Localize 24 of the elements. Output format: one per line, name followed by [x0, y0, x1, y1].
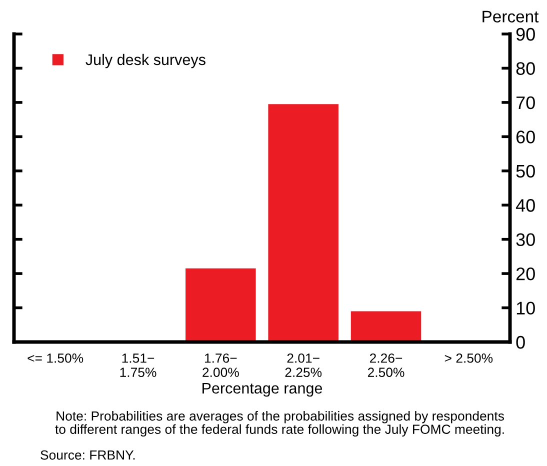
y-tick-label: 70 — [516, 96, 535, 110]
x-tick-label: 1.51− 1.75% — [120, 354, 156, 378]
x-tick-label: <= 1.50% — [28, 353, 84, 363]
y-tick-label: 50 — [516, 164, 535, 178]
x-tick-label: 2.01− 2.25% — [285, 353, 322, 378]
bar — [268, 104, 338, 342]
bar — [186, 268, 256, 342]
x-tick-label: 1.76− 2.00% — [202, 353, 239, 378]
text: Note: Probabilities are averages of the probabilities assigned by respondents to different ranges of the federal funds rate following the July FOMC meeting. — [55, 411, 504, 437]
y-tick-label: 30 — [516, 233, 535, 246]
y-tick-label: 10 — [516, 302, 535, 314]
source-note: Source: FRBNY. — [40, 450, 135, 460]
y-tick-label: 80 — [516, 62, 535, 75]
x-tick-label: > 2.50% — [444, 353, 493, 363]
bar — [350, 311, 422, 342]
y-tick-label: 90 — [516, 28, 535, 41]
y-tick-label: 40 — [516, 199, 535, 212]
y-tick-label: 0 — [516, 336, 525, 349]
x-axis-title: Percentage range — [202, 382, 322, 397]
y-tick-label: 20 — [516, 267, 535, 280]
y-tick-label: 60 — [516, 130, 535, 144]
y-axis-title: Percent — [482, 10, 539, 22]
x-tick-label: 2.26− 2.50% — [368, 353, 404, 378]
legend-label: July desk surveys — [86, 54, 206, 68]
